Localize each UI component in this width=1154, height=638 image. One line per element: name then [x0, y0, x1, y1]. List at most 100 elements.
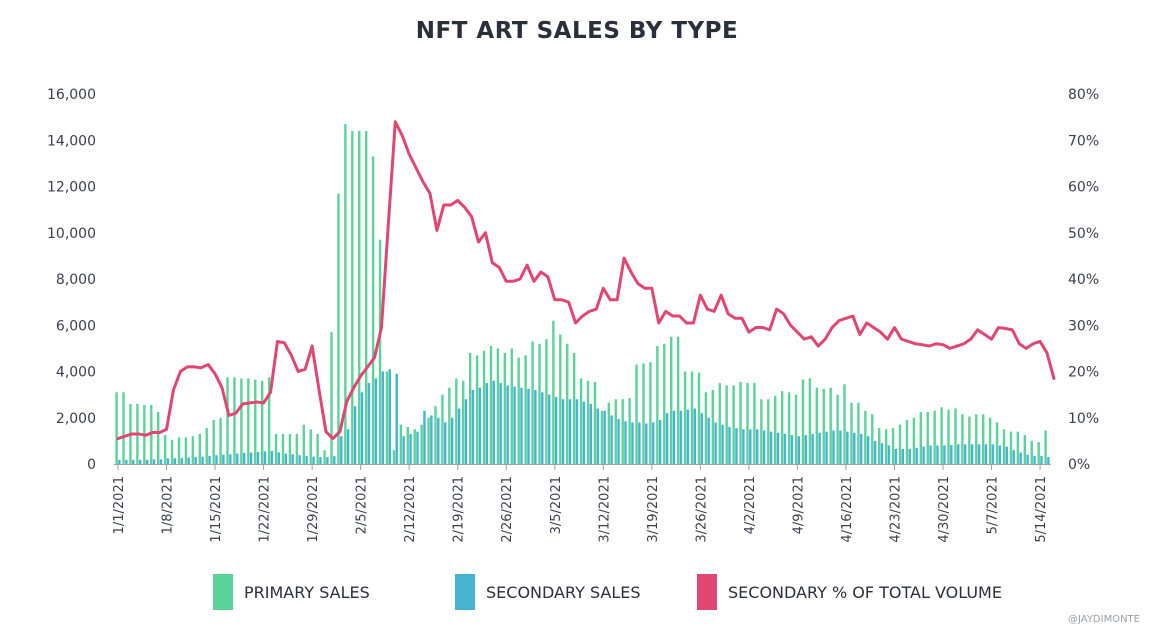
- primary-sales-bar: [780, 391, 784, 464]
- primary-sales-bar: [226, 377, 229, 464]
- secondary-sales-bar: [145, 459, 149, 464]
- legend-label: SECONDARY SALES: [486, 583, 641, 602]
- primary-sales-bar: [704, 392, 708, 464]
- secondary-sales-bar: [804, 435, 807, 464]
- secondary-sales-bar: [742, 429, 745, 464]
- secondary-sales-bar: [749, 429, 752, 464]
- primary-sales-bar: [1016, 431, 1020, 465]
- x-tick-label: 1/15/2021: [209, 476, 224, 543]
- x-tick-label: 2/19/2021: [452, 476, 467, 543]
- primary-sales-bar: [753, 383, 756, 464]
- primary-sales-bar: [462, 380, 465, 464]
- primary-sales-bar: [524, 355, 527, 464]
- y-axis-right: 0% 10% 20% 30% 40% 50% 60% 70% 80%: [1068, 87, 1099, 473]
- primary-sales-bar: [690, 371, 694, 464]
- secondary-sales-bar: [437, 417, 440, 464]
- secondary-sales-bar: [527, 388, 530, 464]
- secondary-sales-bar: [582, 401, 586, 464]
- secondary-sales-bar: [638, 422, 641, 465]
- legend-label: PRIMARY SALES: [244, 583, 370, 602]
- primary-sales-bar: [170, 439, 174, 464]
- primary-sales-bar: [635, 364, 638, 464]
- primary-sales-bar: [815, 387, 819, 464]
- secondary-sales-bar: [645, 423, 648, 464]
- legend-swatch: [455, 574, 475, 610]
- primary-sales-bar: [683, 371, 687, 464]
- secondary-sales-bar: [977, 444, 981, 464]
- primary-sales-bar: [912, 417, 916, 464]
- secondary-sales-bar: [166, 458, 170, 464]
- primary-sales-bar: [1037, 442, 1040, 464]
- primary-sales-bar: [364, 131, 368, 464]
- primary-sales-bar: [843, 384, 846, 464]
- primary-sales-bar: [413, 429, 416, 464]
- primary-sales-bar: [441, 394, 444, 465]
- primary-sales-bar: [198, 433, 201, 464]
- secondary-sales-bar: [783, 433, 787, 464]
- secondary-sales-bar: [374, 378, 378, 464]
- primary-sales-bar: [864, 410, 867, 464]
- legend-swatch: [213, 574, 233, 610]
- secondary-sales-bar: [326, 457, 329, 464]
- secondary-sales-bar: [825, 431, 828, 465]
- primary-sales-bar: [406, 427, 409, 464]
- y-left-tick-label: 14,000: [47, 133, 96, 149]
- secondary-sales-bar: [894, 448, 898, 464]
- primary-sales-bar: [448, 387, 451, 464]
- secondary-sales-bar: [388, 369, 391, 464]
- secondary-sales-bar: [242, 452, 246, 464]
- secondary-sales-bar: [908, 448, 911, 464]
- secondary-sales-bar: [305, 455, 308, 464]
- primary-sales-bar: [233, 377, 236, 464]
- secondary-sales-bar: [950, 445, 953, 464]
- secondary-sales-bar: [839, 430, 842, 464]
- secondary-sales-bar: [270, 451, 274, 464]
- secondary-sales-bar: [319, 457, 322, 464]
- secondary-sales-bar: [284, 453, 287, 464]
- primary-sales-bar: [330, 332, 333, 464]
- x-tick-label: 4/2/2021: [743, 476, 758, 534]
- secondary-sales-bar: [423, 410, 426, 464]
- secondary-sales-bar: [492, 380, 495, 464]
- secondary-sales-bar: [263, 451, 267, 464]
- x-tick-label: 1/1/2021: [112, 476, 127, 534]
- primary-sales-bar: [1030, 440, 1033, 465]
- secondary-sales-bar: [333, 456, 336, 464]
- secondary-sales-bar: [534, 390, 537, 464]
- secondary-sales-bar: [957, 444, 960, 464]
- secondary-sales-bar: [471, 390, 475, 464]
- primary-sales-bar: [774, 395, 777, 464]
- secondary-sales-bar: [298, 455, 301, 464]
- primary-sales-bar: [871, 414, 874, 464]
- primary-sales-bar: [676, 336, 680, 464]
- secondary-sales-bar: [693, 408, 697, 464]
- primary-sales-bar: [122, 392, 125, 464]
- primary-sales-bar: [191, 436, 195, 464]
- primary-sales-bar: [593, 381, 597, 464]
- primary-sales-bar: [884, 429, 888, 464]
- primary-sales-bars: [115, 124, 1047, 465]
- secondary-sales-bar: [624, 421, 627, 464]
- y-right-tick-label: 50%: [1068, 226, 1099, 242]
- x-tick-label: 3/5/2021: [549, 476, 564, 534]
- secondary-sales-bar: [658, 420, 662, 464]
- primary-sales-bar: [836, 394, 839, 465]
- secondary-sales-bar: [665, 413, 669, 465]
- secondary-sales-bar: [679, 410, 683, 464]
- secondary-sales-bar: [409, 433, 412, 464]
- primary-sales-bar: [711, 390, 715, 464]
- x-tick-label: 5/14/2021: [1034, 476, 1049, 543]
- primary-sales-bar: [545, 339, 548, 465]
- secondary-sales-bar: [548, 394, 551, 465]
- secondary-sales-bar: [360, 392, 364, 464]
- primary-sales-bar: [607, 402, 611, 464]
- x-tick-label: 4/16/2021: [840, 476, 855, 543]
- primary-sales-bar: [794, 394, 798, 465]
- primary-sales-bar: [482, 350, 486, 464]
- secondary-sales-bar: [1005, 446, 1008, 464]
- x-tick-label: 4/9/2021: [791, 476, 806, 534]
- primary-sales-bar: [399, 424, 403, 464]
- primary-sales-bar: [787, 392, 791, 464]
- y-right-tick-label: 20%: [1068, 365, 1099, 381]
- secondary-sales-bars: [118, 369, 1050, 465]
